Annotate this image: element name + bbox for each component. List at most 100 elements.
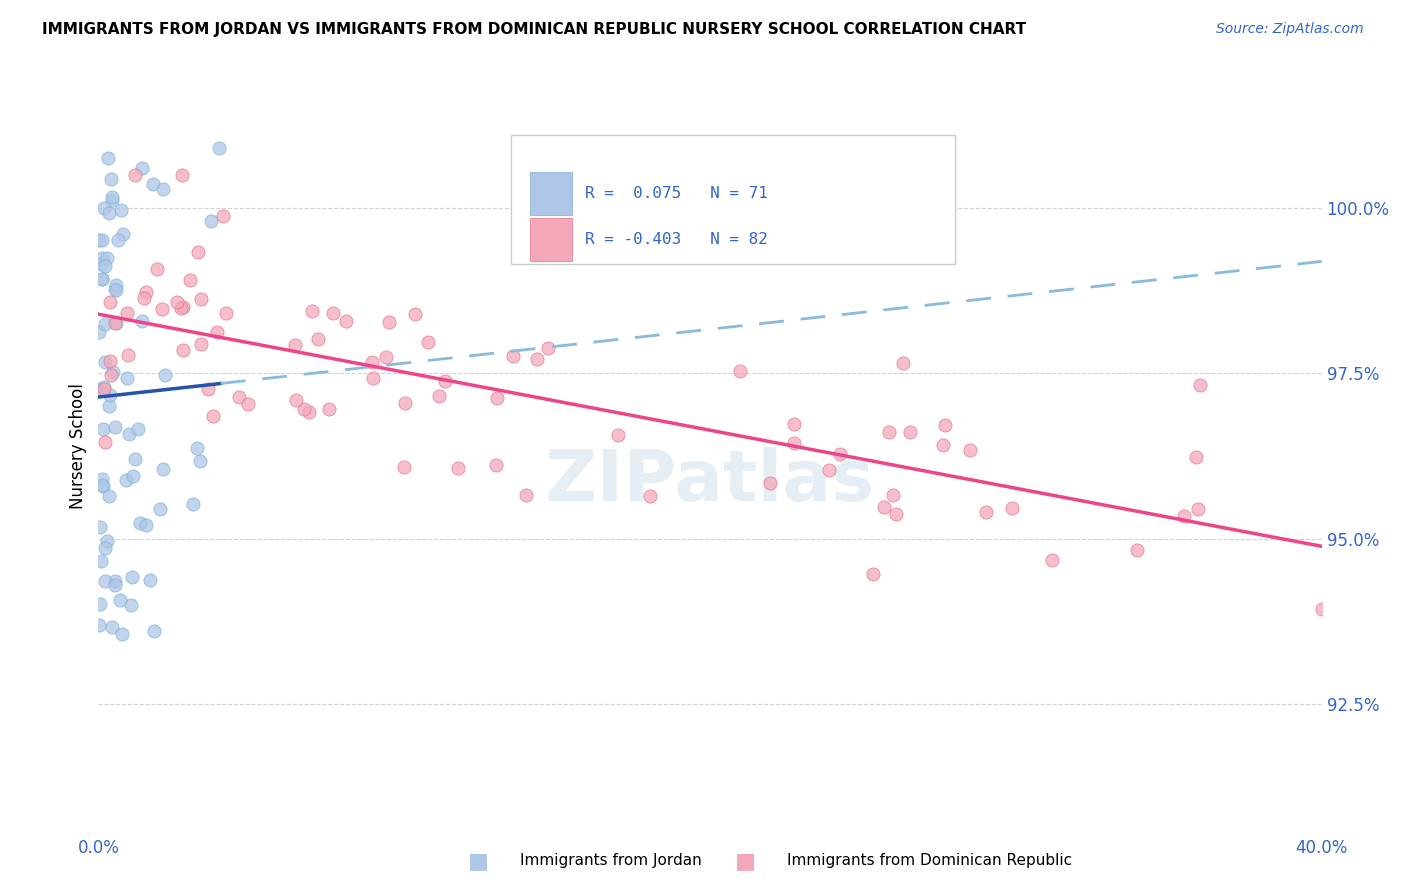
Point: [934, 418, 956, 433]
Point: [931, 438, 953, 452]
Point: [103, 316, 125, 330]
Point: [94, 259, 117, 273]
Point: [891, 356, 914, 370]
Point: [114, 473, 136, 487]
Text: ■: ■: [468, 851, 488, 871]
Point: [111, 627, 134, 641]
Point: [98, 489, 121, 503]
Point: [100, 620, 122, 634]
Point: [104, 317, 127, 331]
FancyBboxPatch shape: [512, 136, 955, 264]
Point: [172, 343, 194, 357]
Point: [1040, 553, 1063, 567]
Point: [1173, 508, 1195, 523]
Point: [96, 151, 118, 165]
Point: [236, 397, 259, 411]
Point: [121, 469, 143, 483]
Text: R =  0.075   N = 71: R = 0.075 N = 71: [585, 186, 768, 201]
Point: [142, 177, 165, 191]
Text: Immigrants from Dominican Republic: Immigrants from Dominican Republic: [787, 854, 1073, 868]
Point: [93, 435, 115, 450]
Point: [104, 281, 127, 295]
Point: [1188, 378, 1211, 392]
Point: [100, 171, 122, 186]
Point: [298, 405, 321, 419]
Point: [150, 302, 173, 317]
Point: [87, 234, 110, 248]
Y-axis label: Nursery School: Nursery School: [69, 383, 87, 509]
Point: [104, 284, 127, 298]
Point: [638, 489, 661, 503]
Point: [537, 342, 560, 356]
Point: [429, 389, 451, 403]
Point: [93, 380, 115, 394]
Point: [115, 371, 138, 385]
Point: [131, 314, 153, 328]
Point: [728, 364, 751, 378]
Point: [96, 534, 118, 549]
Point: [215, 306, 238, 320]
Point: [96, 251, 118, 265]
Point: [898, 425, 921, 439]
Point: [91, 272, 114, 286]
Point: [877, 425, 900, 439]
Point: [485, 391, 508, 405]
Point: [98, 295, 121, 310]
Point: [98, 388, 121, 402]
Point: [91, 233, 114, 247]
Point: [94, 317, 117, 331]
Point: [301, 303, 323, 318]
Point: [107, 233, 129, 247]
Point: [94, 541, 117, 555]
Point: [862, 566, 884, 581]
Point: [976, 505, 998, 519]
Text: 40.0%: 40.0%: [1295, 839, 1348, 857]
Point: [135, 285, 157, 299]
Point: [152, 461, 174, 475]
Point: [90, 257, 112, 271]
Point: [361, 370, 384, 384]
Point: [166, 294, 188, 309]
Point: [89, 520, 111, 534]
Point: [526, 351, 548, 366]
Point: [394, 396, 416, 410]
Point: [418, 335, 440, 350]
Point: [197, 382, 219, 396]
Point: [208, 141, 231, 155]
Point: [117, 306, 139, 320]
Point: [758, 476, 780, 491]
Point: [377, 315, 399, 329]
Point: [91, 421, 114, 435]
Point: [135, 517, 157, 532]
Point: [93, 202, 115, 216]
Point: [211, 209, 233, 223]
Point: [284, 338, 307, 352]
Point: [117, 348, 139, 362]
Text: ■: ■: [735, 851, 755, 871]
Point: [89, 382, 111, 396]
Text: R = -0.403   N = 82: R = -0.403 N = 82: [585, 232, 768, 247]
Point: [101, 193, 124, 207]
Text: 0.0%: 0.0%: [77, 839, 120, 857]
Point: [89, 597, 111, 611]
Point: [98, 206, 121, 220]
Point: [783, 436, 806, 450]
Point: [89, 618, 111, 632]
Point: [139, 573, 162, 587]
Point: [1184, 450, 1206, 465]
Point: [485, 458, 508, 472]
Point: [91, 472, 114, 486]
Point: [782, 417, 804, 431]
Point: [124, 451, 146, 466]
Point: [882, 488, 904, 502]
Point: [87, 325, 110, 339]
Point: [307, 333, 329, 347]
Point: [873, 500, 896, 515]
Point: [292, 402, 315, 417]
Bar: [530, 218, 572, 261]
Point: [90, 272, 112, 286]
Point: [884, 507, 907, 521]
Point: [335, 314, 357, 328]
Point: [179, 273, 201, 287]
Point: [104, 574, 127, 589]
